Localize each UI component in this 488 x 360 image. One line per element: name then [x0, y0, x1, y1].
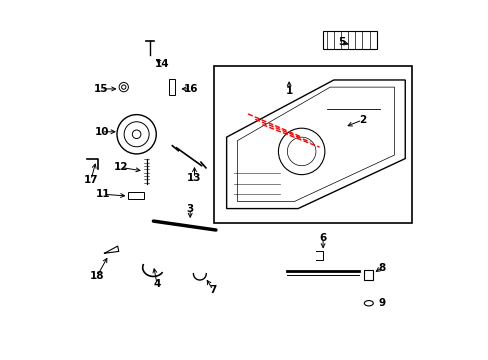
Bar	[169, 79, 175, 95]
Text: 12: 12	[114, 162, 128, 172]
Bar	[214, 66, 411, 223]
Text: 9: 9	[378, 298, 385, 308]
Text: 15: 15	[94, 84, 108, 94]
Text: 6: 6	[319, 233, 326, 243]
Bar	[127, 192, 143, 199]
Text: 16: 16	[183, 84, 198, 94]
Text: 18: 18	[90, 271, 104, 281]
Bar	[364, 270, 372, 280]
Text: 7: 7	[209, 285, 216, 295]
Text: 11: 11	[96, 189, 110, 199]
Text: 4: 4	[153, 279, 161, 289]
Text: 1: 1	[285, 86, 292, 96]
Bar	[323, 31, 376, 49]
Text: 13: 13	[187, 173, 202, 183]
Text: 5: 5	[337, 37, 345, 48]
Text: 14: 14	[155, 59, 169, 69]
Text: 3: 3	[186, 203, 193, 213]
Text: 8: 8	[378, 262, 385, 273]
Text: 17: 17	[83, 175, 98, 185]
Text: 10: 10	[94, 127, 109, 137]
Text: 2: 2	[358, 115, 365, 125]
